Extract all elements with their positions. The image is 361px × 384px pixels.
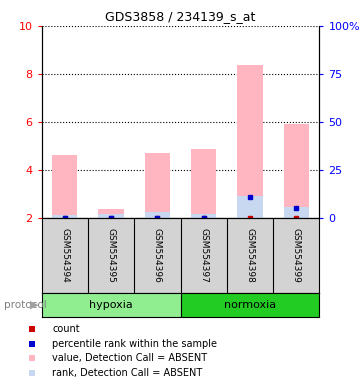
Text: GSM554399: GSM554399 (292, 228, 301, 283)
Text: percentile rank within the sample: percentile rank within the sample (52, 339, 217, 349)
Bar (284, 207, 309, 218)
Bar (191, 149, 216, 218)
Bar (237, 65, 263, 218)
Text: GSM554398: GSM554398 (245, 228, 255, 283)
Text: GSM554395: GSM554395 (106, 228, 116, 283)
Bar (52, 215, 77, 218)
Bar (42, 293, 180, 317)
Text: normoxia: normoxia (224, 300, 276, 310)
Bar (284, 124, 309, 218)
Text: rank, Detection Call = ABSENT: rank, Detection Call = ABSENT (52, 368, 203, 378)
Bar (180, 293, 319, 317)
Text: GSM554396: GSM554396 (153, 228, 162, 283)
Text: count: count (52, 324, 80, 334)
Bar (145, 153, 170, 218)
Bar (237, 196, 263, 218)
Text: GSM554397: GSM554397 (199, 228, 208, 283)
Bar (52, 156, 77, 218)
Bar (145, 212, 170, 218)
Text: hypoxia: hypoxia (89, 300, 133, 310)
Title: GDS3858 / 234139_s_at: GDS3858 / 234139_s_at (105, 10, 256, 23)
Text: value, Detection Call = ABSENT: value, Detection Call = ABSENT (52, 353, 208, 364)
Text: protocol: protocol (4, 300, 46, 310)
Text: ▶: ▶ (30, 300, 39, 310)
Text: GSM554394: GSM554394 (60, 228, 69, 283)
Bar (98, 214, 124, 218)
Bar (191, 214, 216, 218)
Bar (98, 209, 124, 218)
